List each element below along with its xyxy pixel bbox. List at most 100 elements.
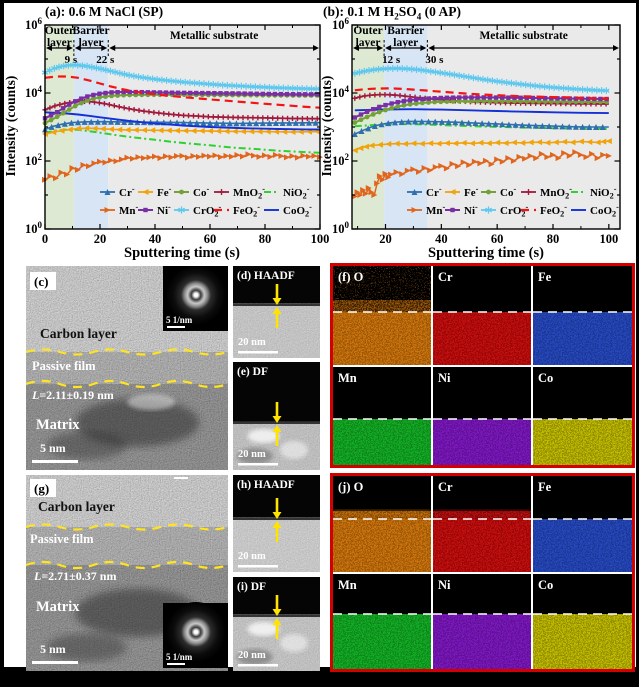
- legend-entry-Co: Co-: [174, 185, 209, 200]
- element-label-Ni: Ni: [438, 578, 451, 592]
- series-Fe: [351, 138, 612, 154]
- element-label-Cr: Cr: [438, 480, 453, 494]
- axes: 20 40 60 80 100: [351, 24, 621, 246]
- eds-map-f-Mn: Mn: [333, 367, 431, 465]
- legend-entry-Mn: Mn-: [407, 203, 446, 218]
- y-tick-label-b-4: 104: [332, 84, 349, 101]
- eds-map-j-Fe: Fe: [533, 476, 632, 572]
- series-NiO2: [44, 128, 321, 154]
- region-annotation-2: Metallic substrate: [428, 30, 619, 51]
- svg-text:Barrier: Barrier: [387, 25, 424, 37]
- legend-entry-CrO2: CrO2-: [481, 203, 529, 219]
- scale-bar: [238, 463, 278, 466]
- legend-label-MnO2: MnO2-: [233, 185, 265, 201]
- svg-text:layer: layer: [79, 37, 104, 49]
- legend-label-Ni: Ni-: [157, 203, 171, 218]
- element-label-Mn: Mn: [338, 578, 357, 592]
- series-CrO2: [41, 61, 321, 93]
- y-tick-label-a-0: 100: [25, 220, 42, 237]
- legend-label-Mn: Mn-: [119, 203, 139, 218]
- legend-entry-Cr: Cr-: [407, 185, 442, 199]
- x-tick-label: 100: [311, 232, 330, 246]
- element-label-Co: Co: [538, 371, 553, 385]
- eds-map-f-O: (f) O: [333, 266, 431, 365]
- legend-entry-Fe: Fe-: [445, 185, 479, 199]
- y-tick-label-a-4: 104: [25, 84, 42, 101]
- series-FeO2: [354, 87, 609, 100]
- axes: 0 20 40 60 80 100: [42, 24, 330, 246]
- series-Cr: [351, 118, 609, 138]
- legend-entry-Ni: Ni-: [445, 203, 478, 218]
- legend-label-Co: Co-: [193, 185, 209, 200]
- svg-text:Outer: Outer: [353, 25, 382, 37]
- x-tick-label: 0: [42, 232, 48, 246]
- eds-map-j-Mn: Mn: [333, 574, 431, 669]
- scale-text: 20 nm: [238, 449, 266, 460]
- x-tick-label: 20: [379, 232, 392, 246]
- carbon-layer-label: Carbon layer: [38, 499, 115, 514]
- legend-entry-Co: Co-: [481, 185, 516, 199]
- passive-film-label: Passive film: [32, 359, 96, 373]
- chart-b-xlabel: Sputtering time (s): [428, 245, 544, 261]
- y-tick-label-a-6: 106: [25, 16, 42, 33]
- series-CrO2: [351, 65, 610, 95]
- series-CoO2: [44, 111, 321, 131]
- svg-text:layer: layer: [393, 37, 418, 49]
- legend-label-Mn: Mn-: [426, 203, 446, 218]
- haadf-panel-e: (e) DF 20 nm: [233, 362, 320, 470]
- inset-scale-text: 5 1/nm: [166, 652, 193, 662]
- scale-bar: [32, 460, 78, 463]
- film-marker-arrows: [272, 595, 282, 639]
- legend-label-Cr: Cr-: [119, 185, 135, 200]
- eds-map-j-Co: Co: [533, 574, 632, 669]
- legend: Cr- Fe- Co- MnO2- NiO2-Mn- Ni- CrO2- FeO2- CoO2-: [100, 185, 312, 219]
- chart-a-xlabel: Sputtering time (s): [124, 245, 240, 261]
- series-Mn: [42, 151, 323, 183]
- eds-map-j-Ni: Ni: [433, 574, 531, 669]
- region-time-label: 22 s: [96, 54, 115, 66]
- passive-film-label: Passive film: [30, 532, 94, 546]
- passive-film-boundary-lower: [26, 560, 228, 570]
- scale-text: 20 nm: [238, 551, 266, 562]
- scale-text: 20 nm: [238, 650, 266, 661]
- x-tick-label: 40: [149, 232, 162, 246]
- x-tick-label: 20: [94, 232, 107, 246]
- matrix-label: Matrix: [36, 417, 80, 433]
- diffraction-inset: 5 1/nm: [163, 266, 228, 331]
- region-time-label: 30 s: [425, 54, 444, 66]
- legend-label-Ni: Ni-: [464, 203, 478, 218]
- panel-label: (g): [34, 481, 49, 496]
- legend-label-CrO2: CrO2-: [500, 203, 529, 219]
- tem-panel-g: (g) Carbon layer Passive film L=2.71±0.37 n…: [26, 475, 228, 671]
- series-CoO2: [354, 108, 609, 115]
- legend-entry-MnO2: MnO2-: [214, 185, 265, 201]
- film-marker-arrows: [272, 498, 282, 542]
- svg-text:Metallic substrate: Metallic substrate: [479, 30, 567, 42]
- panel-label: (h) HAADF: [237, 479, 295, 491]
- region-1: [384, 25, 428, 229]
- x-tick-label: 40: [435, 232, 448, 246]
- element-label-Mn: Mn: [338, 371, 357, 385]
- series-Mn: [351, 149, 612, 200]
- region-time-label: 12 s: [382, 54, 401, 66]
- panel-label: (c): [34, 274, 48, 289]
- carbon-layer-label: Carbon layer: [40, 326, 117, 341]
- passive-film-boundary-upper: [26, 348, 228, 356]
- element-label-Co: Co: [538, 578, 553, 592]
- scale-bar: [32, 661, 78, 664]
- y-tick-label-a-2: 102: [25, 152, 42, 169]
- scale-text: 20 nm: [238, 337, 266, 348]
- region-annotation-2: Metallic substrate: [109, 30, 319, 51]
- scale-text: 5 nm: [40, 642, 66, 656]
- thickness-label: L=2.11±0.19 nm: [31, 388, 114, 402]
- eds-map-f-Co: Co: [533, 367, 632, 465]
- eds-panel-j: (j) O Cr Fe Mn Ni Co: [330, 473, 635, 672]
- chart-b-title: (b): 0.1 M H2SO4 (0 AP): [323, 4, 462, 22]
- haadf-panel-d: (d) HAADF 20 nm: [233, 266, 320, 358]
- diffraction-inset: 5 1/nm: [163, 602, 228, 668]
- element-label-Ni: Ni: [438, 371, 451, 385]
